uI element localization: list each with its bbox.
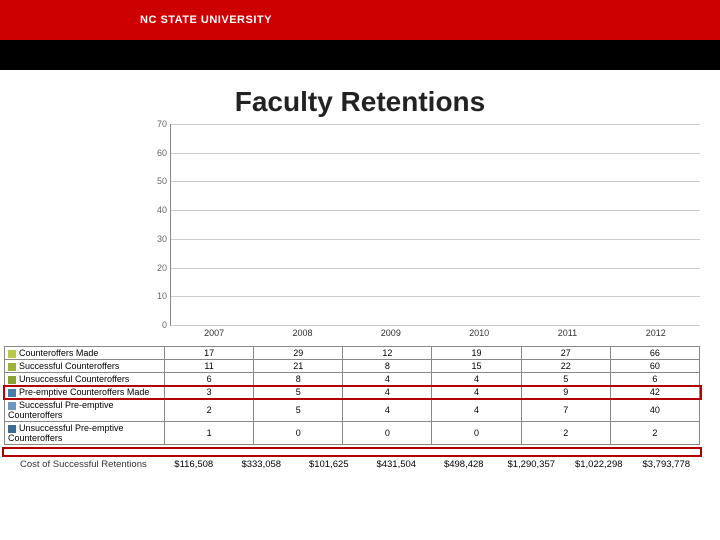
page-title: Faculty Retentions bbox=[0, 86, 720, 118]
cost-cell: $431,504 bbox=[363, 459, 431, 470]
y-tick: 0 bbox=[162, 320, 167, 330]
x-tick: 2010 bbox=[435, 326, 523, 344]
table-row: Unsuccessful Counteroffers684456 bbox=[5, 373, 700, 386]
data-table: Counteroffers Made172912192766Successful… bbox=[4, 346, 700, 445]
university-brand: NC STATE UNIVERSITY bbox=[140, 14, 272, 26]
cost-row: Cost of Successful Retentions $116,508$3… bbox=[20, 459, 700, 470]
table-row: Counteroffers Made172912192766 bbox=[5, 347, 700, 360]
table-row: Pre-emptive Counteroffers Made3544942 bbox=[5, 386, 700, 399]
cost-cell: $116,508 bbox=[160, 459, 228, 470]
retention-chart: 010203040506070 200720082009201020112012 bbox=[150, 124, 700, 344]
cost-cell: $3,793,778 bbox=[633, 459, 701, 470]
cost-label: Cost of Successful Retentions bbox=[20, 459, 160, 470]
y-tick: 20 bbox=[157, 263, 167, 273]
cost-cell: $1,290,357 bbox=[498, 459, 566, 470]
y-tick: 50 bbox=[157, 176, 167, 186]
y-tick: 60 bbox=[157, 148, 167, 158]
cost-cell: $498,428 bbox=[430, 459, 498, 470]
x-tick: 2007 bbox=[170, 326, 258, 344]
cost-cell: $333,058 bbox=[228, 459, 296, 470]
table-row: Successful Counteroffers11218152260 bbox=[5, 360, 700, 373]
y-tick: 40 bbox=[157, 205, 167, 215]
x-tick: 2009 bbox=[347, 326, 435, 344]
table-row: Successful Pre-emptive Counteroffers2544… bbox=[5, 399, 700, 422]
y-tick: 10 bbox=[157, 291, 167, 301]
header-red-band: NC STATE UNIVERSITY bbox=[0, 0, 720, 40]
x-tick: 2012 bbox=[612, 326, 700, 344]
cost-cell: $1,022,298 bbox=[565, 459, 633, 470]
table-row: Unsuccessful Pre-emptive Counteroffers10… bbox=[5, 422, 700, 445]
y-tick: 30 bbox=[157, 234, 167, 244]
highlight-box-2 bbox=[2, 447, 702, 457]
x-tick: 2011 bbox=[523, 326, 611, 344]
cost-cell: $101,625 bbox=[295, 459, 363, 470]
y-tick: 70 bbox=[157, 119, 167, 129]
x-tick: 2008 bbox=[258, 326, 346, 344]
header-black-band bbox=[0, 40, 720, 70]
